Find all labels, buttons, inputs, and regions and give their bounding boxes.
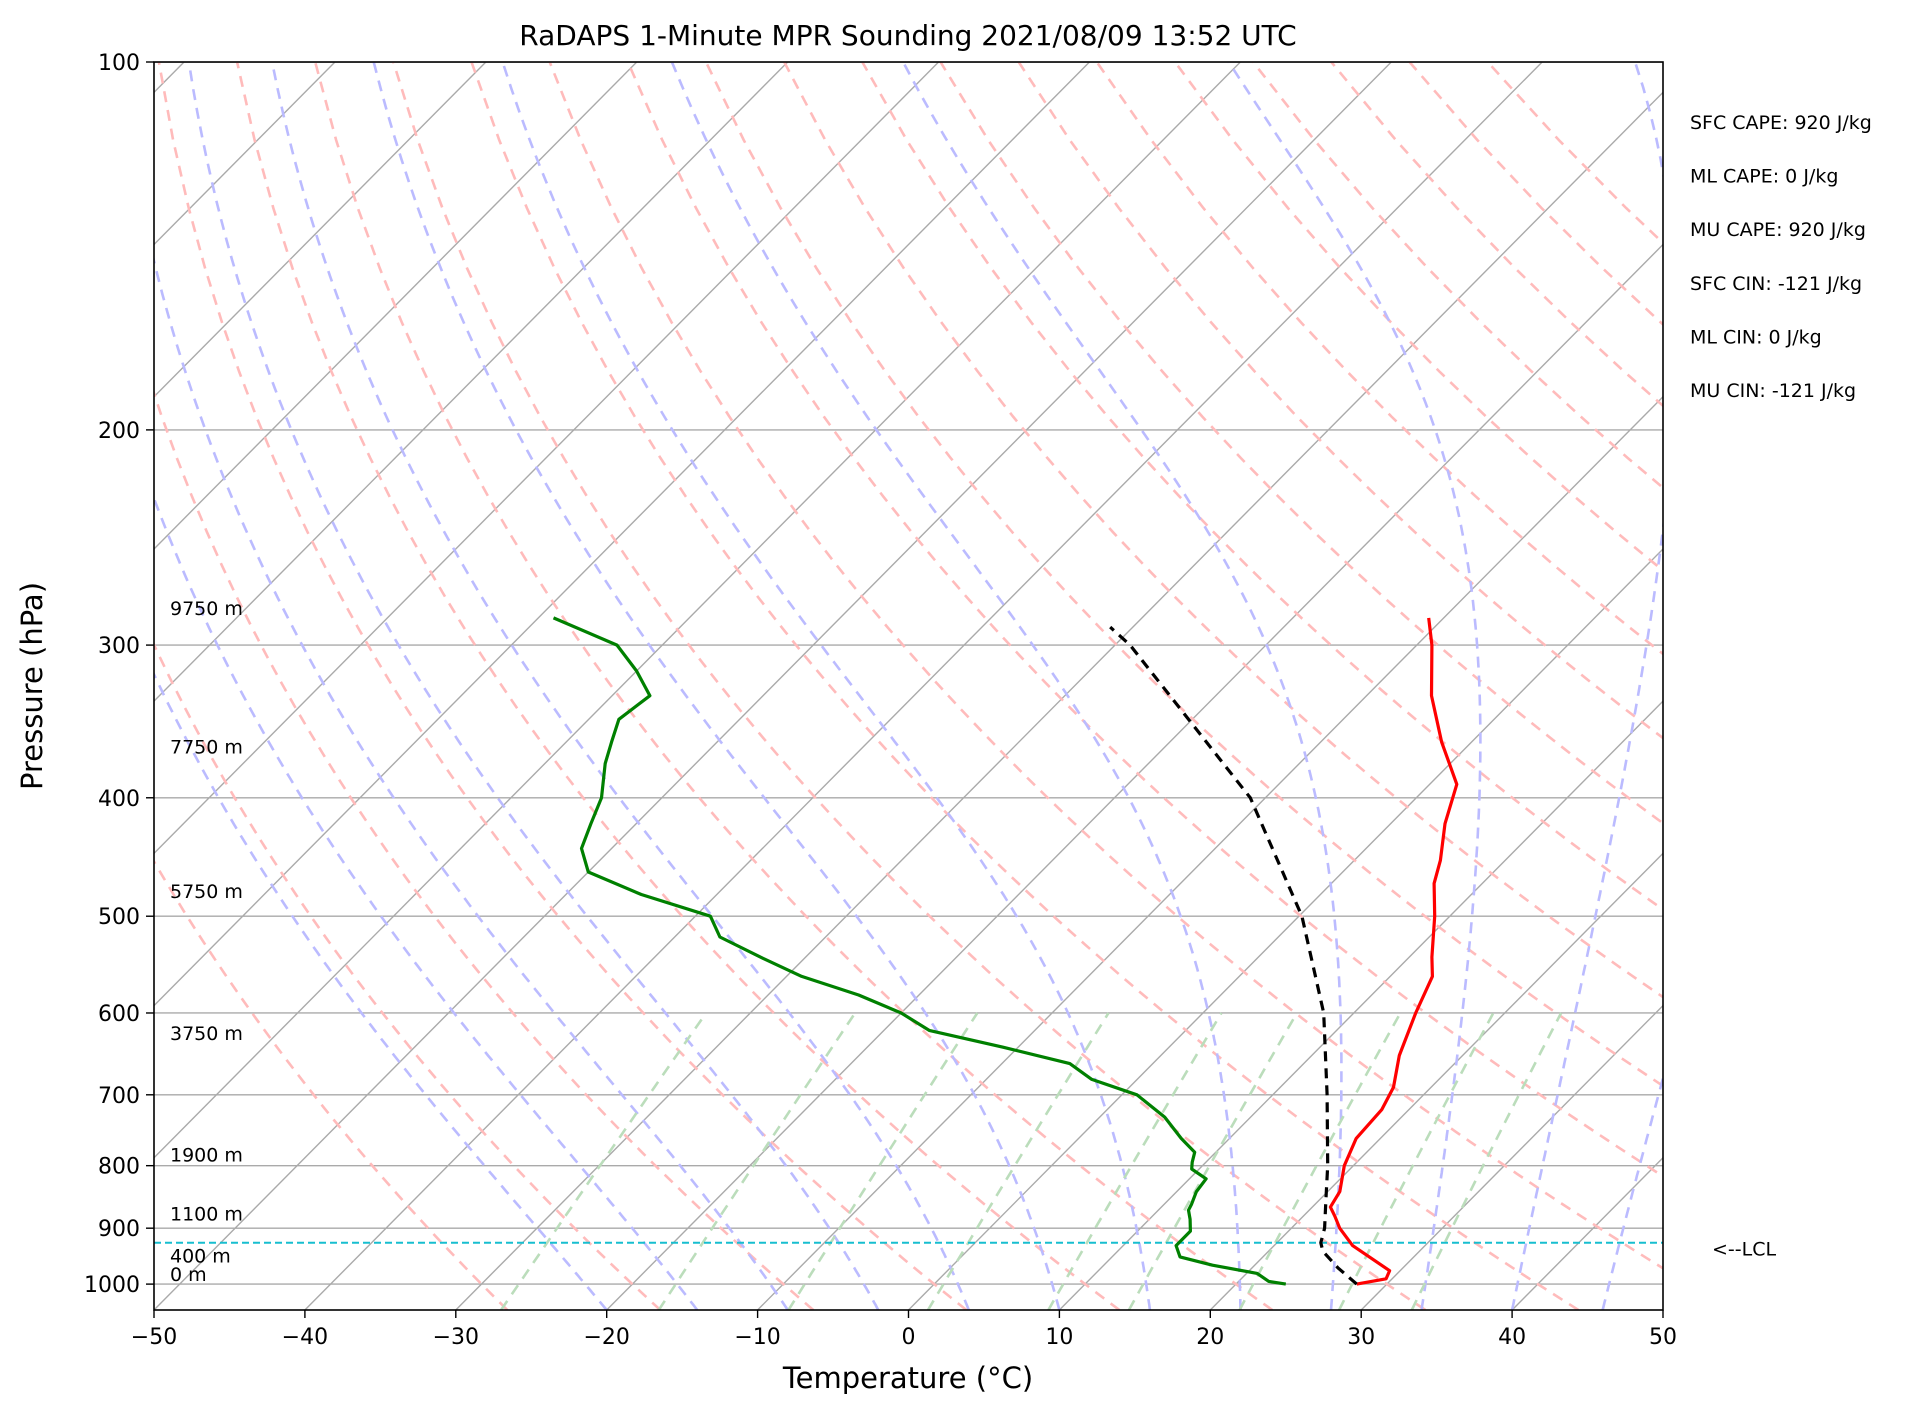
x-tick-label: −20 [583, 1325, 629, 1350]
isotherm-line [757, 395, 1663, 1310]
isotherm-line [908, 547, 1663, 1310]
isotherm-line [304, 62, 1543, 1310]
stat-label: MU CAPE: 920 J/kg [1690, 219, 1866, 241]
x-tick-label: 50 [1649, 1325, 1677, 1350]
x-axis-title: Temperature (°C) [782, 1361, 1033, 1395]
dry-adiabat-line [548, 62, 1663, 1270]
y-axis-title: Pressure (hPa) [15, 582, 49, 790]
y-tick-label: 300 [98, 634, 140, 659]
dry-adiabat-line [157, 62, 968, 1310]
stat-label: SFC CIN: -121 J/kg [1690, 273, 1862, 295]
grid-layer [154, 62, 1663, 1310]
moist-adiabat-line [1510, 62, 1663, 1310]
x-tick-label: 20 [1196, 1325, 1224, 1350]
y-tick-label: 900 [98, 1217, 140, 1242]
dry-adiabat-line [1173, 62, 1663, 573]
isotherm-line [154, 62, 1392, 1310]
isotherm-line [606, 243, 1663, 1310]
mixing-ratio-line [1127, 1012, 1299, 1310]
isotherm-line [154, 62, 487, 398]
mixing-ratio-line [787, 1012, 979, 1310]
dry-adiabat-line [392, 62, 1427, 1310]
stat-label: SFC CAPE: 920 J/kg [1690, 112, 1872, 134]
mixing-ratio-line [1337, 1012, 1495, 1310]
dry-adiabat-line [470, 62, 1580, 1310]
isotherm-line [154, 62, 789, 703]
height-label: 400 m [170, 1246, 231, 1268]
x-tick-label: 10 [1045, 1325, 1073, 1350]
height-label: 0 m [170, 1264, 207, 1286]
height-label: 1900 m [170, 1144, 243, 1166]
moist-adiabat-line [270, 62, 971, 1310]
y-tick-label: 800 [98, 1155, 140, 1180]
x-tick-label: 40 [1498, 1325, 1526, 1350]
dry-adiabat-line [235, 62, 1121, 1310]
moist-adiabat-line [154, 255, 789, 1310]
dry-adiabat-line [861, 62, 1663, 912]
series-layer [154, 616, 1663, 1286]
lcl-label: <--LCL [1712, 1239, 1776, 1261]
y-tick-label: 400 [98, 787, 140, 812]
height-label: 7750 m [170, 736, 243, 758]
x-tick-label: −30 [433, 1325, 479, 1350]
isotherm-line [455, 91, 1663, 1310]
x-tick-label: 30 [1347, 1325, 1375, 1350]
height-label: 3750 m [170, 1023, 243, 1045]
isotherm-line [1360, 1004, 1663, 1310]
tick-layer: −50 −40 −30 −20 −10 0 10 20 30 40 50 100 200 300 400 50… [84, 51, 1677, 1350]
mixing-ratio-line [1047, 1012, 1223, 1310]
isotherm-line [1209, 852, 1663, 1310]
mixing-ratio-line [1238, 1012, 1402, 1310]
mixing-ratio-line [500, 1012, 708, 1310]
x-tick-label: −10 [734, 1325, 780, 1350]
moist-adiabat-line [670, 62, 1242, 1310]
mixing-ratio-line [1410, 1012, 1563, 1310]
height-label: 9750 m [170, 598, 243, 620]
series-line-1 [552, 616, 1287, 1286]
stat-label: ML CAPE: 0 J/kg [1690, 166, 1838, 188]
dry-adiabat-line [154, 389, 815, 1310]
y-tick-label: 100 [98, 51, 140, 76]
moist-adiabat-line [1227, 62, 1482, 1310]
x-tick-label: −50 [131, 1325, 177, 1350]
isotherm-line [154, 62, 1090, 1007]
label-layer: 9750 m 7750 m 5750 m 3750 m 1900 m 1100 m 400 … [170, 112, 1872, 1286]
series-line-0 [1328, 617, 1459, 1286]
height-label: 1100 m [170, 1203, 243, 1225]
height-label: 5750 m [170, 881, 243, 903]
chart-title: RaDAPS 1-Minute MPR Sounding 2021/08/09 … [519, 19, 1296, 52]
mixing-ratio-line [926, 1012, 1110, 1310]
isotherm-line [154, 62, 638, 550]
dry-adiabat-line [939, 62, 1663, 825]
mixing-ratio-line [657, 1012, 857, 1310]
stat-label: MU CIN: -121 J/kg [1690, 380, 1856, 402]
moist-adiabat-line [187, 62, 880, 1310]
x-tick-label: −40 [282, 1325, 328, 1350]
y-tick-label: 700 [98, 1084, 140, 1109]
x-tick-label: 0 [902, 1325, 916, 1350]
isotherm-line [154, 62, 1241, 1159]
dry-adiabat-line [154, 858, 509, 1310]
reference-lines [154, 62, 1663, 1310]
isotherm-line [1058, 700, 1663, 1310]
y-tick-label: 500 [98, 905, 140, 930]
series-line-2 [1109, 625, 1358, 1286]
moist-adiabat-line [372, 62, 1061, 1310]
y-tick-label: 600 [98, 1002, 140, 1027]
y-tick-label: 1000 [84, 1273, 140, 1298]
dry-adiabat-line [1017, 62, 1663, 740]
stat-label: ML CIN: 0 J/kg [1690, 326, 1822, 348]
isotherm-line [154, 62, 940, 855]
y-tick-label: 200 [98, 419, 140, 444]
